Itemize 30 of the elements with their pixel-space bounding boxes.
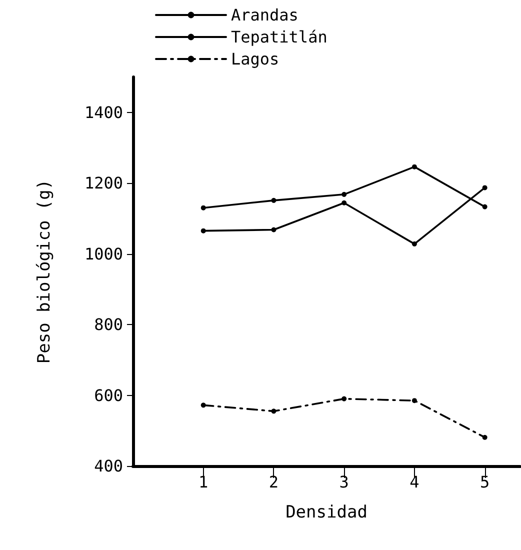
legend-label: Arandas [231,6,298,24]
point [412,241,417,246]
y-tick-label: 600 [94,386,123,405]
y-tick-label: 800 [94,315,123,334]
point [482,185,488,190]
x-tick-label: 4 [410,472,420,492]
point [200,402,206,408]
y-tick-label: 400 [94,456,123,476]
x-tick-label: 3 [339,472,349,492]
point [482,204,488,210]
point [271,408,276,414]
point [342,192,347,197]
point [412,398,417,404]
legend-label: Tepatitlán [231,28,328,46]
point [342,200,347,206]
point [200,205,206,210]
y-tick-label: 1400 [84,102,123,122]
y-axis-title: Peso biológico (g) [34,179,54,364]
y-tick-label: 1200 [84,174,123,193]
legend-label: Lagos [231,50,280,68]
x-axis-title: Densidad [286,502,368,522]
x-tick-label: 5 [480,472,490,492]
x-tick-label: 2 [268,472,279,492]
point [342,396,347,402]
point [271,198,276,203]
point [200,228,206,234]
point [482,434,488,440]
point [271,227,276,232]
point [412,164,417,170]
y-tick-label: 1000 [84,244,123,264]
